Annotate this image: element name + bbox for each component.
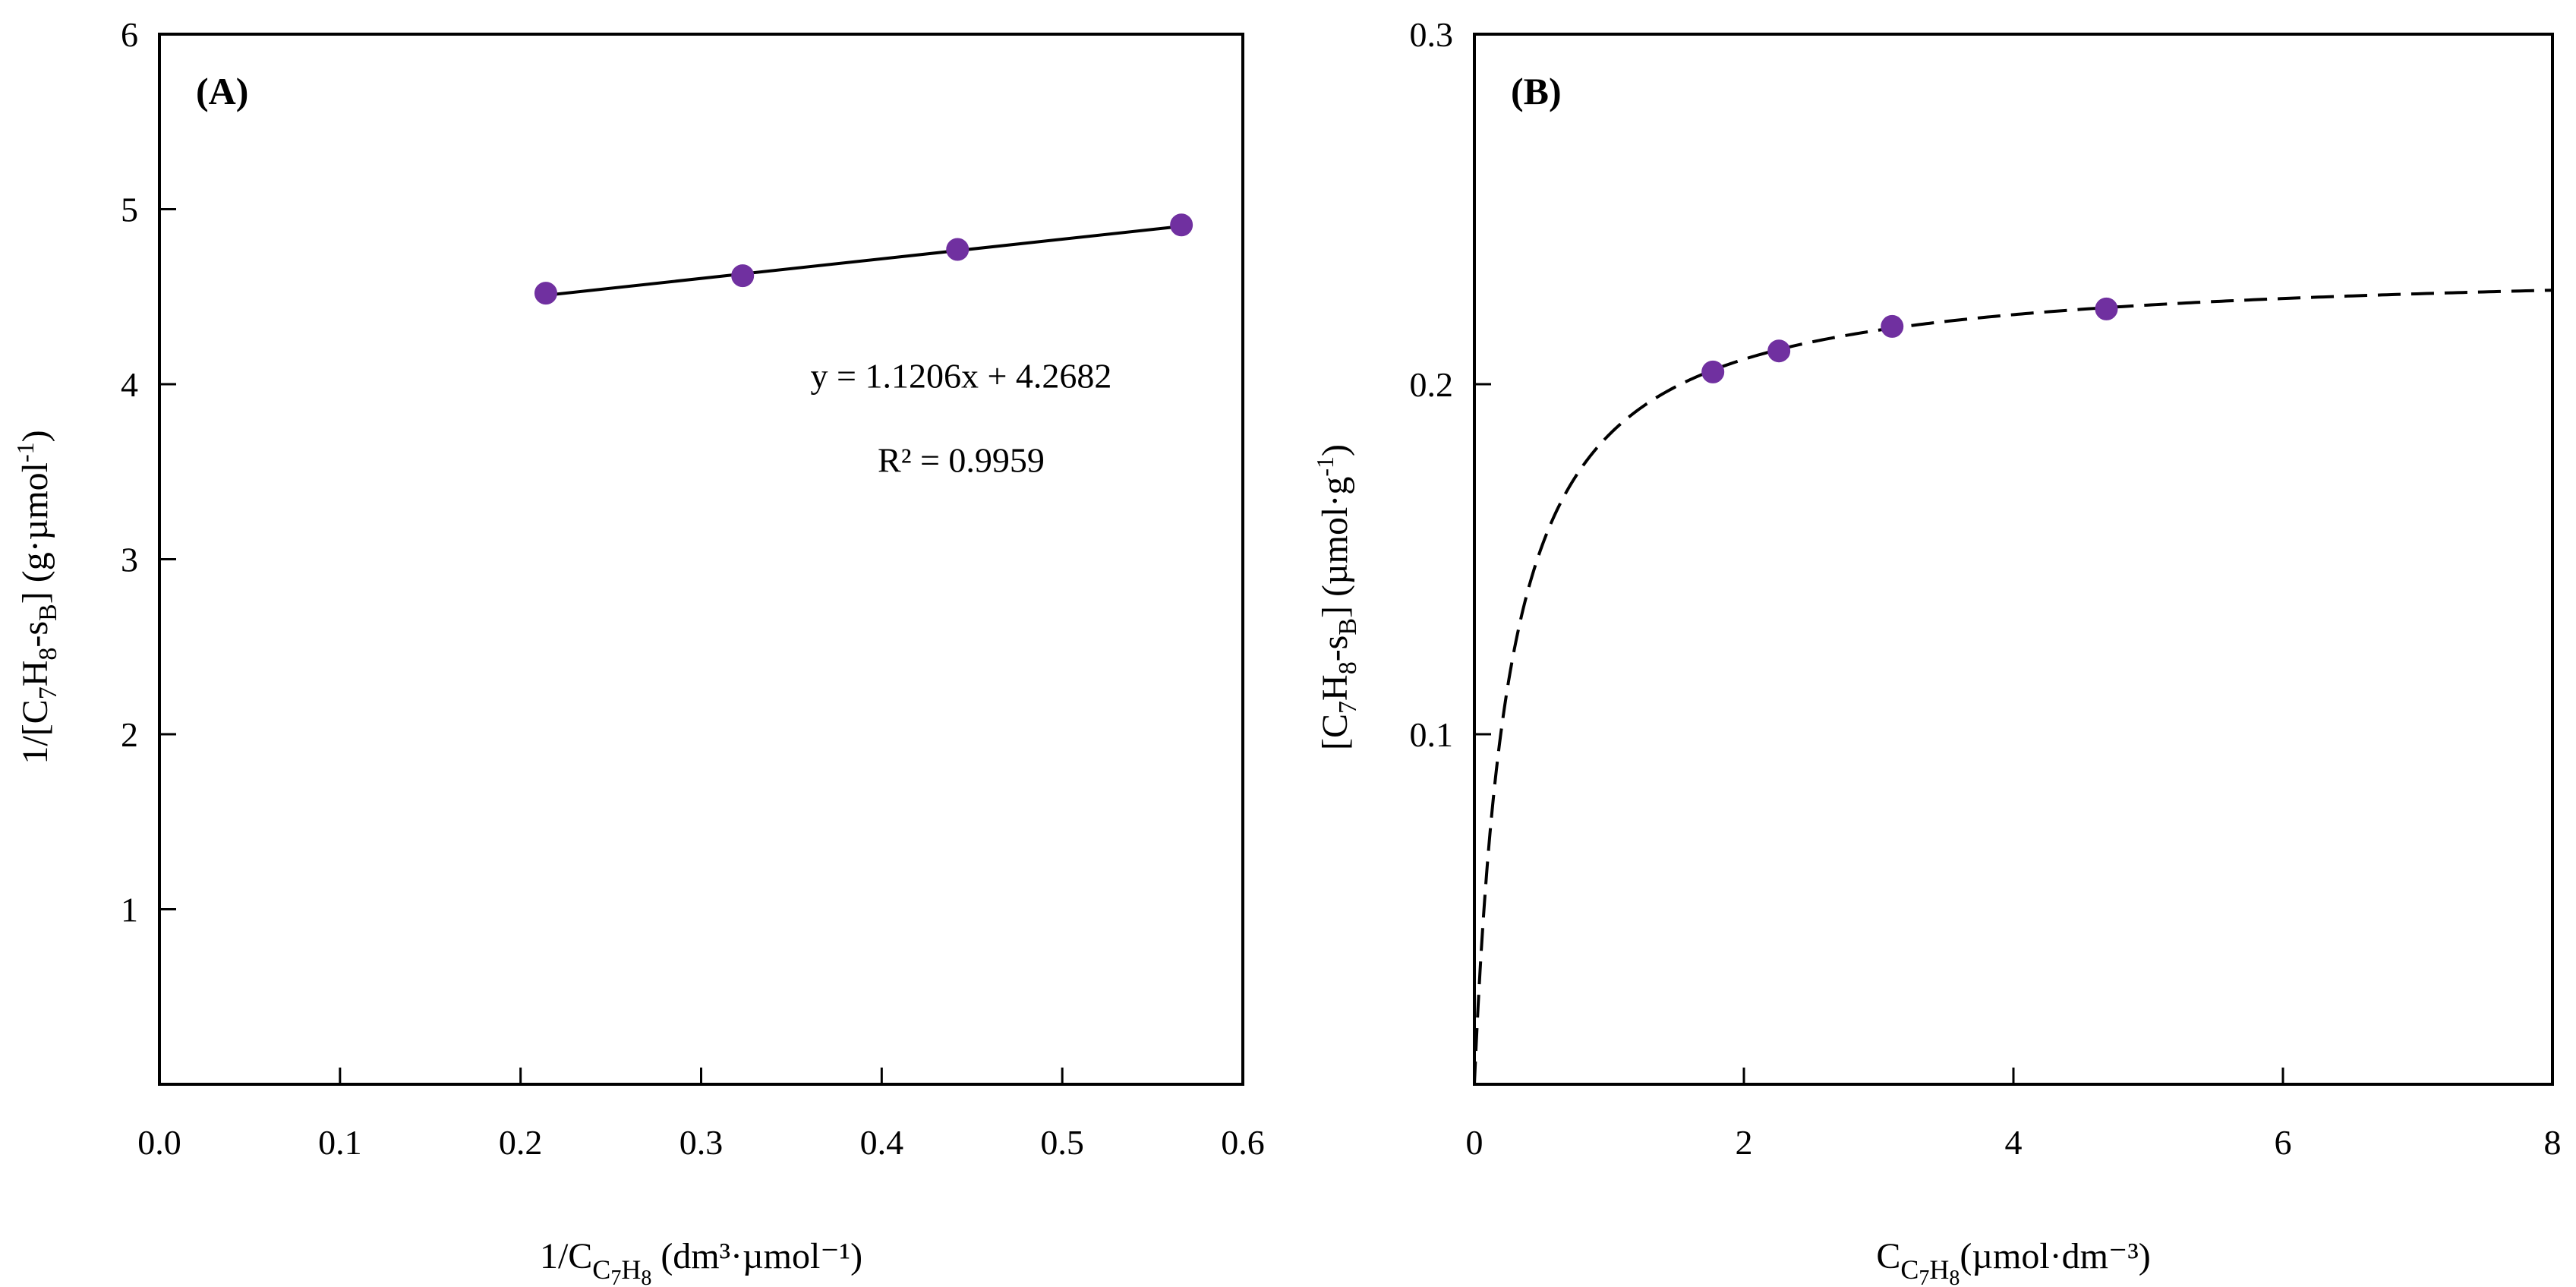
x-tick-label: 4 xyxy=(2005,1123,2023,1162)
x-tick-label: 0.5 xyxy=(1040,1123,1084,1162)
y-axis-title-part: ] (µmol·g xyxy=(1315,477,1355,618)
y-tick-label: 5 xyxy=(121,191,138,229)
y-axis-title-part: 1/[C xyxy=(15,699,55,764)
x-axis-title: CC7H8(µmol·dm⁻³) xyxy=(1876,1236,2150,1287)
regression-equation: y = 1.1206x + 4.2682 xyxy=(811,357,1112,396)
x-tick-label: 0.3 xyxy=(679,1123,724,1162)
x-axis-title-sub: 8 xyxy=(641,1266,651,1287)
x-tick-label: 2 xyxy=(1736,1123,1753,1162)
y-axis-title-sub: 7 xyxy=(34,686,62,699)
y-axis-title-sup: -1 xyxy=(1311,456,1338,477)
x-axis-title-sub: 7 xyxy=(1919,1266,1929,1287)
x-axis-title-sub: C xyxy=(592,1254,610,1285)
x-axis-title-suffix: (µmol·dm⁻³) xyxy=(1960,1236,2150,1276)
y-axis-title-part: H xyxy=(1315,674,1355,701)
panel-b-chart: 0 2 4 6 80.10.20.3(B)CC7H8(µmol·dm⁻³)[C7H8-s… xyxy=(1311,15,2562,1287)
x-axis-title-sub: C xyxy=(1900,1254,1919,1285)
data-point xyxy=(1881,314,1904,338)
y-axis-title-sub: 8 xyxy=(1334,661,1362,674)
y-axis-title-part: -s xyxy=(15,621,55,648)
y-tick-label: 6 xyxy=(121,15,138,54)
data-point xyxy=(731,264,755,288)
x-tick-label: 0.6 xyxy=(1221,1123,1265,1162)
y-axis-title: 1/[C7H8-sB] (g·µmol-1) xyxy=(11,430,62,764)
y-tick-label: 2 xyxy=(121,715,138,754)
y-tick-label: 0.2 xyxy=(1410,365,1454,404)
panel-label: (A) xyxy=(196,70,248,112)
x-axis-title-sub: H xyxy=(1929,1254,1949,1285)
y-axis-title-sub: 8 xyxy=(34,648,62,661)
data-point xyxy=(2095,297,2118,320)
y-tick-label: 1 xyxy=(121,891,138,929)
y-tick-label: 4 xyxy=(121,365,138,404)
y-axis-title-part: ] (g·µmol xyxy=(15,462,55,604)
y-axis-title-part: [C xyxy=(1315,714,1355,750)
y-axis-title-sub: B xyxy=(34,604,62,621)
x-axis-title-sub: 7 xyxy=(610,1266,621,1287)
y-tick-label: 3 xyxy=(121,541,138,579)
x-axis-title: 1/CC7H8 (dm³·µmol⁻¹) xyxy=(540,1236,862,1287)
fit-line xyxy=(545,224,1182,297)
panel-label: (B) xyxy=(1511,70,1562,112)
y-axis-title-part: -s xyxy=(1315,636,1355,662)
y-axis-title-part: ) xyxy=(15,430,55,442)
y-tick-label: 0.1 xyxy=(1410,715,1454,754)
y-axis-title-sub: 7 xyxy=(1334,701,1362,714)
x-tick-label: 0.4 xyxy=(860,1123,904,1162)
y-axis-title-part: ) xyxy=(1315,444,1355,456)
x-axis-title-sub: H xyxy=(621,1254,641,1285)
y-axis-title-sub: B xyxy=(1334,618,1362,636)
data-point xyxy=(1701,360,1725,383)
r-squared-label: R² = 0.9959 xyxy=(878,440,1045,479)
y-axis-title-part: H xyxy=(15,661,55,687)
y-axis-title-sup: -1 xyxy=(11,442,39,462)
plot-frame xyxy=(1473,33,2554,1086)
y-tick-label: 0.3 xyxy=(1410,15,1454,54)
x-tick-label: 0.0 xyxy=(137,1123,181,1162)
x-axis-title-prefix: 1/C xyxy=(540,1236,592,1276)
x-tick-label: 8 xyxy=(2544,1123,2562,1162)
plot-frame xyxy=(158,33,1244,1086)
x-axis-title-prefix: C xyxy=(1876,1236,1900,1276)
x-axis-title-suffix: (dm³·µmol⁻¹) xyxy=(651,1236,862,1276)
x-tick-label: 0 xyxy=(1466,1123,1483,1162)
data-point xyxy=(1170,213,1193,237)
data-point xyxy=(1767,339,1791,363)
data-point xyxy=(946,238,970,261)
x-axis-title-sub: 8 xyxy=(1949,1266,1960,1287)
y-axis-title: [C7H8-sB] (µmol·g-1) xyxy=(1311,444,1362,750)
x-tick-label: 6 xyxy=(2275,1123,2292,1162)
x-tick-label: 0.2 xyxy=(499,1123,543,1162)
fit-line xyxy=(1473,289,2553,1085)
x-tick-label: 0.1 xyxy=(318,1123,362,1162)
data-point xyxy=(534,282,557,305)
